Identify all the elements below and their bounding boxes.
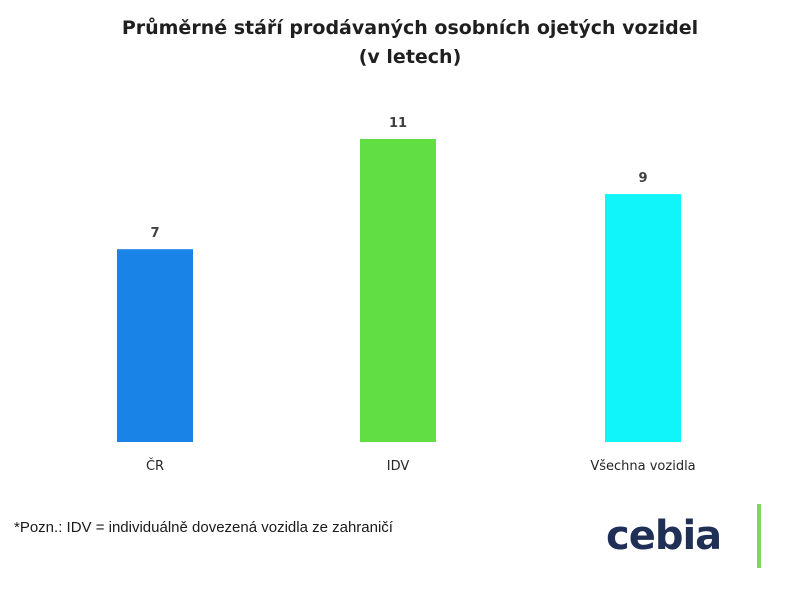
category-label-2: Všechna vozidla — [590, 459, 695, 474]
bar-2 — [605, 194, 681, 442]
value-label-1: 11 — [389, 116, 407, 131]
chart-title: Průměrné stáří prodávaných osobních ojet… — [0, 14, 800, 72]
cebia-logo: cebia — [606, 513, 722, 559]
cebia-logo-accent-bar — [757, 504, 761, 568]
chart-title-line-1: Průměrné stáří prodávaných osobních ojet… — [121, 17, 699, 39]
value-label-2: 9 — [638, 171, 647, 186]
bar-1 — [360, 139, 436, 442]
bar-0 — [117, 249, 193, 442]
category-label-1: IDV — [387, 459, 410, 474]
value-label-0: 7 — [150, 226, 159, 241]
chart-title-line-2: (v letech) — [358, 46, 462, 68]
category-label-0: ČR — [146, 458, 164, 474]
footnote: *Pozn.: IDV = individuálně dovezená vozi… — [14, 519, 393, 536]
